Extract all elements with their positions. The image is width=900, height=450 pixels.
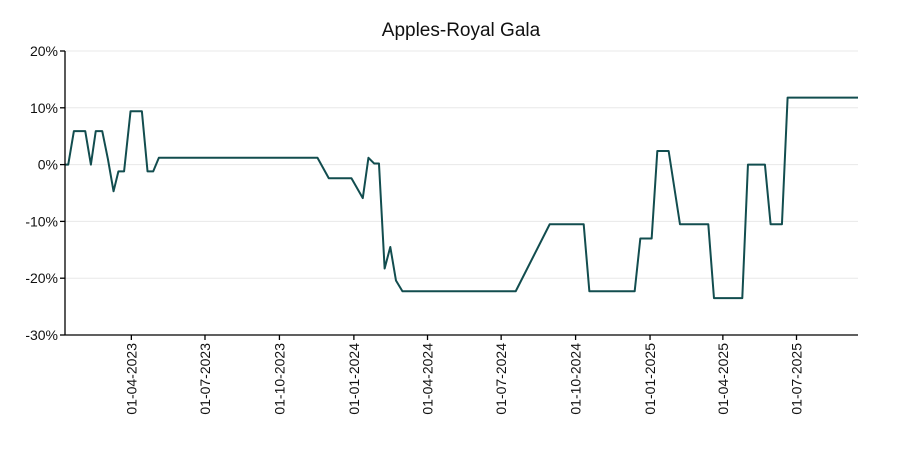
x-tick-label: 01-01-2024 bbox=[346, 343, 362, 415]
x-tick-label: 01-10-2023 bbox=[271, 343, 287, 415]
y-tick-label: -10% bbox=[25, 213, 58, 229]
y-tick-label: -30% bbox=[25, 327, 58, 343]
y-axis-ticks: 20% 10% 0% -10% -20% -30% bbox=[25, 43, 65, 343]
axes bbox=[64, 51, 858, 336]
x-tick-label: 01-04-2023 bbox=[123, 343, 139, 415]
grid-lines bbox=[65, 50, 858, 336]
y-tick-label: -20% bbox=[25, 270, 58, 286]
x-tick-label: 01-07-2024 bbox=[493, 343, 509, 415]
x-axis-ticks: 01-04-2023 01-07-2023 01-10-2023 01-01-2024… bbox=[123, 335, 805, 415]
y-tick-label: 0% bbox=[38, 157, 58, 173]
chart-title: Apples-Royal Gala bbox=[382, 20, 541, 41]
y-tick-label: 20% bbox=[30, 43, 58, 59]
series-line bbox=[65, 96, 858, 300]
x-tick-label: 01-04-2024 bbox=[420, 343, 436, 415]
y-tick-label: 10% bbox=[30, 100, 58, 116]
x-tick-label: 01-01-2025 bbox=[642, 343, 658, 415]
x-tick-label: 01-07-2025 bbox=[789, 343, 805, 415]
x-tick-label: 01-04-2025 bbox=[715, 343, 731, 415]
x-tick-label: 01-10-2024 bbox=[568, 343, 584, 415]
x-tick-label: 01-07-2023 bbox=[197, 343, 213, 415]
series-layer bbox=[65, 96, 858, 300]
